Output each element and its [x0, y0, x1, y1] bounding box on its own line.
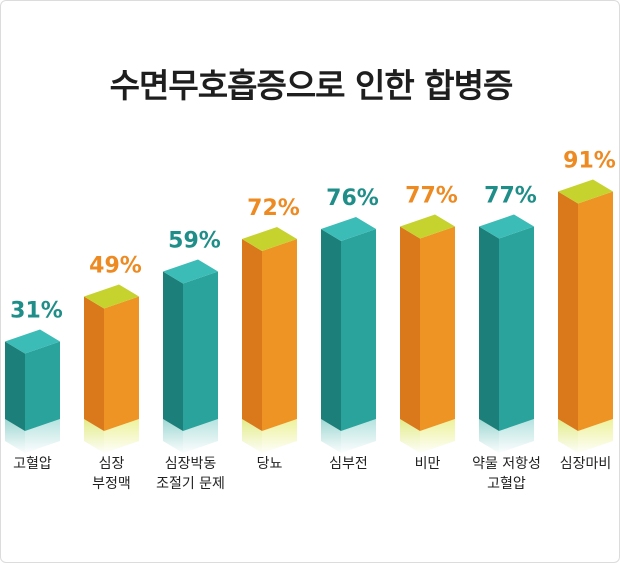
value-label: 91% — [563, 149, 616, 174]
value-label: 77% — [484, 184, 537, 209]
bar-side-face — [242, 239, 262, 431]
value-label: 31% — [10, 299, 63, 324]
bar-front-face — [341, 229, 376, 431]
bar-top-face — [321, 217, 376, 241]
bar-3: 59% — [163, 229, 221, 455]
bar-top-face — [400, 214, 455, 239]
bar-2: 49% — [84, 254, 142, 455]
category-label: 심부전 — [329, 456, 368, 472]
bar-side-face — [479, 226, 499, 431]
bar-top-face — [242, 227, 297, 251]
bar-front-face — [578, 191, 613, 431]
category-label: 비만 — [414, 456, 441, 472]
bar-8: 91% — [558, 149, 616, 455]
bar-5: 76% — [321, 186, 379, 455]
category-label: 심장 부정맥 — [92, 456, 131, 492]
bar-side-face — [400, 226, 420, 431]
value-label: 49% — [89, 254, 142, 279]
category-label: 고혈압 — [13, 456, 52, 472]
bar-4: 72% — [242, 196, 300, 455]
bar-6: 77% — [400, 184, 458, 455]
bar-side-face — [84, 296, 104, 431]
bar-top-face — [558, 179, 613, 204]
bar-side-face — [163, 271, 183, 431]
bar-front-face — [25, 341, 60, 431]
bar-top-face — [5, 329, 60, 354]
value-label: 76% — [326, 186, 379, 211]
bar-front-face — [104, 296, 139, 431]
value-label: 72% — [247, 196, 300, 221]
bar-side-face — [558, 191, 578, 431]
bar-7: 77% — [479, 184, 537, 455]
bar-front-face — [420, 226, 455, 431]
category-label: 당뇨 — [256, 456, 283, 472]
category-label: 약물 저항성 고혈압 — [472, 456, 541, 492]
bar-top-face — [163, 259, 218, 284]
bar-top-face — [479, 214, 534, 239]
bar-front-face — [183, 271, 218, 431]
category-label: 심장박동 조절기 문제 — [156, 456, 225, 492]
value-label: 59% — [168, 229, 221, 254]
chart-title: 수면무호흡증으로 인한 합병증 — [109, 66, 514, 105]
category-label: 심장마비 — [559, 456, 612, 472]
bar-1: 31% — [5, 299, 63, 455]
bar-top-face — [84, 284, 139, 309]
bar-front-face — [499, 226, 534, 431]
bar-side-face — [321, 229, 341, 431]
value-label: 77% — [405, 184, 458, 209]
bar-front-face — [262, 239, 297, 431]
bar-side-face — [5, 341, 25, 431]
